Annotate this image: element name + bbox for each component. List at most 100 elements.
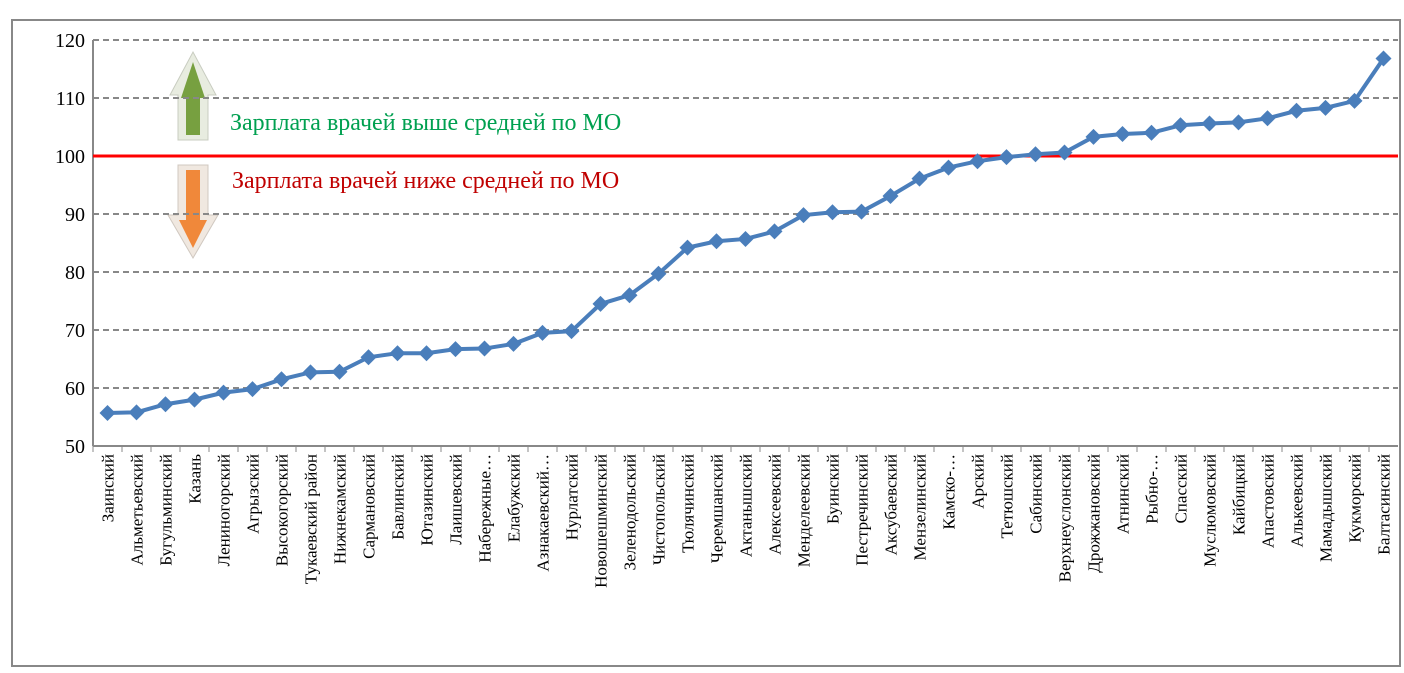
x-tick-label: Рыбно-… [1143,454,1162,524]
x-tick-label: Бавлинский [389,454,408,540]
y-tick-label: 120 [55,30,85,52]
x-tick-label: Буинский [824,454,843,524]
y-tick-label: 60 [65,378,85,400]
y-tick-label: 90 [65,204,85,226]
x-tick-label: Заинский [99,454,118,522]
marker [215,384,232,401]
x-tick-label: Высокогорский [273,454,292,566]
marker [389,345,406,362]
marker [911,170,928,187]
marker [1085,128,1102,145]
chart-frame [11,19,1401,667]
x-tick-label: Мамадышский [1317,454,1336,562]
x-tick-label: Менделеевский [795,454,814,567]
marker [157,396,174,413]
annotation: Зарплата врачей выше средней по МО [230,110,621,136]
marker [592,295,609,312]
marker [1375,50,1392,67]
x-tick-label: Арский [969,454,988,509]
marker [940,159,957,176]
x-tick-label: Тетюшский [998,454,1017,539]
marker [1259,110,1276,127]
marker [1172,117,1189,134]
marker [1114,125,1131,142]
x-tick-label: Дрожжановский [1085,454,1104,573]
marker [128,404,145,421]
marker [273,371,290,388]
marker [1230,114,1247,131]
marker [882,188,899,205]
x-tick-label: Тукаевский район [302,454,321,584]
x-tick-label: Альметьевский [128,454,147,565]
marker [244,381,261,398]
y-tick-label: 100 [55,146,85,168]
x-tick-label: Актанышский [737,454,756,557]
marker [505,335,522,352]
x-tick-label: Сабинский [1027,454,1046,534]
x-tick-label: Елабужский [505,454,524,542]
marker [99,404,116,421]
x-tick-label: Алексеевский [766,454,785,555]
x-tick-label: Агрызский [244,454,263,534]
x-tick-label: Лениногорский [215,454,234,566]
x-tick-label: Мензелинский [911,454,930,560]
marker [650,265,667,282]
x-tick-label: Зеленодольский [621,454,640,570]
x-tick-label: Кукморский [1346,454,1365,543]
down-arrow [167,164,219,259]
marker [534,324,551,341]
x-tick-label: Ютазинский [418,454,437,546]
x-tick-label: Нурлатский [563,454,582,540]
x-tick-label: Черемшанский [708,454,727,563]
x-tick-label: Кайбицкий [1230,454,1249,535]
marker [795,207,812,224]
marker [1317,99,1334,116]
marker [1027,146,1044,163]
x-tick-label: Чистопольский [650,454,669,565]
marker [621,287,638,304]
marker [563,323,580,340]
y-tick-label: 50 [65,436,85,458]
annotation: Зарплата врачей ниже средней по МО [232,168,619,194]
x-tick-label: Атнинский [1114,454,1133,534]
y-tick-label: 70 [65,320,85,342]
x-tick-label: Спасский [1172,454,1191,524]
marker [969,153,986,170]
x-tick-label: Казань [186,454,205,504]
marker [1288,102,1305,119]
x-tick-label: Лаишевский [447,454,466,545]
marker [1201,115,1218,132]
x-tick-label: Пестречинский [853,454,872,566]
marker [679,239,696,256]
x-tick-label: Апастовский [1259,454,1278,548]
y-tick-label: 80 [65,262,85,284]
marker [998,149,1015,166]
marker [1143,124,1160,141]
marker [302,364,319,381]
marker [766,223,783,240]
marker [476,340,493,357]
marker [186,391,203,408]
marker [447,341,464,358]
marker [708,233,725,250]
x-tick-label: Сармановский [360,454,379,559]
x-tick-label: Балтасинский [1375,454,1394,555]
x-tick-label: Верхнеуслонский [1056,454,1075,582]
x-tick-label: Азнакаевский… [534,454,553,572]
y-tick-label: 110 [56,88,85,110]
x-tick-label: Новошешминский [592,454,611,588]
marker [1056,144,1073,161]
x-tick-label: Муслюмовский [1201,454,1220,567]
marker [1346,92,1363,109]
x-tick-label: Нижнекамский [331,454,350,564]
x-tick-label: Набережные… [476,454,495,563]
x-tick-label: Алькеевский [1288,454,1307,547]
x-tick-label: Бугульминский [157,454,176,566]
marker [360,349,377,366]
marker [737,230,754,247]
marker [331,363,348,380]
marker [853,203,870,220]
marker [418,345,435,362]
marker [824,204,841,221]
